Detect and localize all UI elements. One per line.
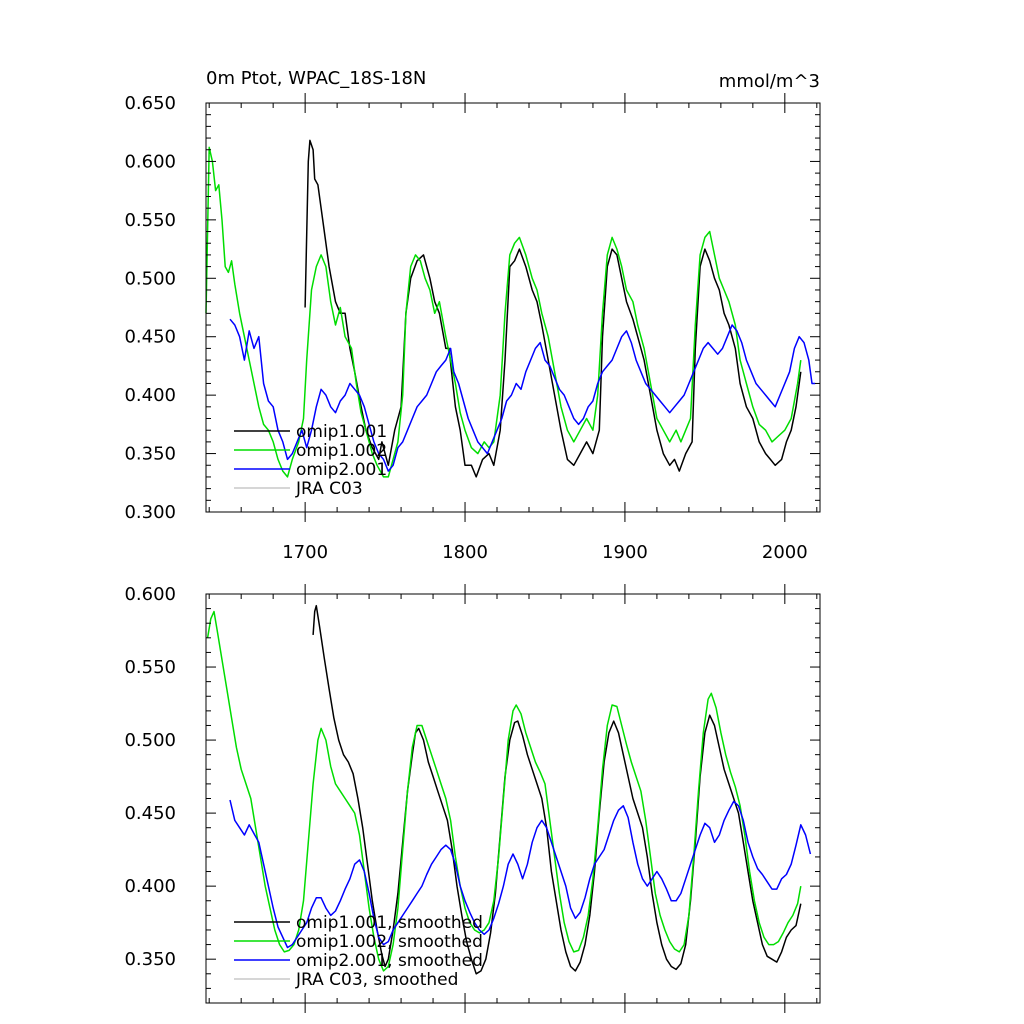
plot-frame-bottom [205,593,821,1004]
panel-bottom: 0.350 0.400 0.450 0.500 0.550 0.600 omip1.001… [124,584,821,1013]
legend-label: JRA C03 [295,479,363,499]
x-tick-label: 1700 [282,542,328,563]
series-line-0 [312,604,802,975]
y-tick-label: 0.350 [124,444,176,465]
legend-label: omip1.002 [296,441,387,461]
y-tick-label: 0.400 [124,876,176,897]
x-tick-label: 2000 [762,542,808,563]
series-line-0 [304,139,802,478]
y-tick-label: 0.550 [124,210,176,231]
y-tick-label: 0.650 [124,93,176,114]
series-line-2 [229,799,812,949]
legend-label: omip2.001, smoothed [296,951,483,971]
y-tick-label: 0.300 [124,502,176,523]
chart-title: 0m Ptot, WPAC_18S-18N [206,68,426,89]
legend-label: omip1.001, smoothed [296,913,483,933]
y-tick-label: 0.550 [124,657,176,678]
y-tick-label: 0.500 [124,730,176,751]
x-tick-label: 1900 [602,542,648,563]
x-tick-label: 1800 [442,542,488,563]
legend-label: omip2.001 [296,460,387,480]
y-tick-label: 0.450 [124,327,176,348]
legend-label: JRA C03, smoothed [295,970,458,990]
series-line-1 [205,146,802,478]
units-label: mmol/m^3 [719,71,820,92]
plot-frame-top [205,102,821,513]
y-tick-label: 0.600 [124,151,176,172]
y-tick-label: 0.350 [124,949,176,970]
series-line-1 [206,610,802,972]
y-tick-label: 0.450 [124,803,176,824]
legend-label: omip1.001 [296,422,387,442]
series-line-2 [229,318,816,472]
panel-top: 0m Ptot, WPAC_18S-18N mmol/m^3 0.300 0.35… [124,68,821,563]
legend-label: omip1.002, smoothed [296,932,483,952]
y-tick-label: 0.400 [124,385,176,406]
y-tick-label: 0.600 [124,584,176,605]
y-tick-label: 0.500 [124,268,176,289]
